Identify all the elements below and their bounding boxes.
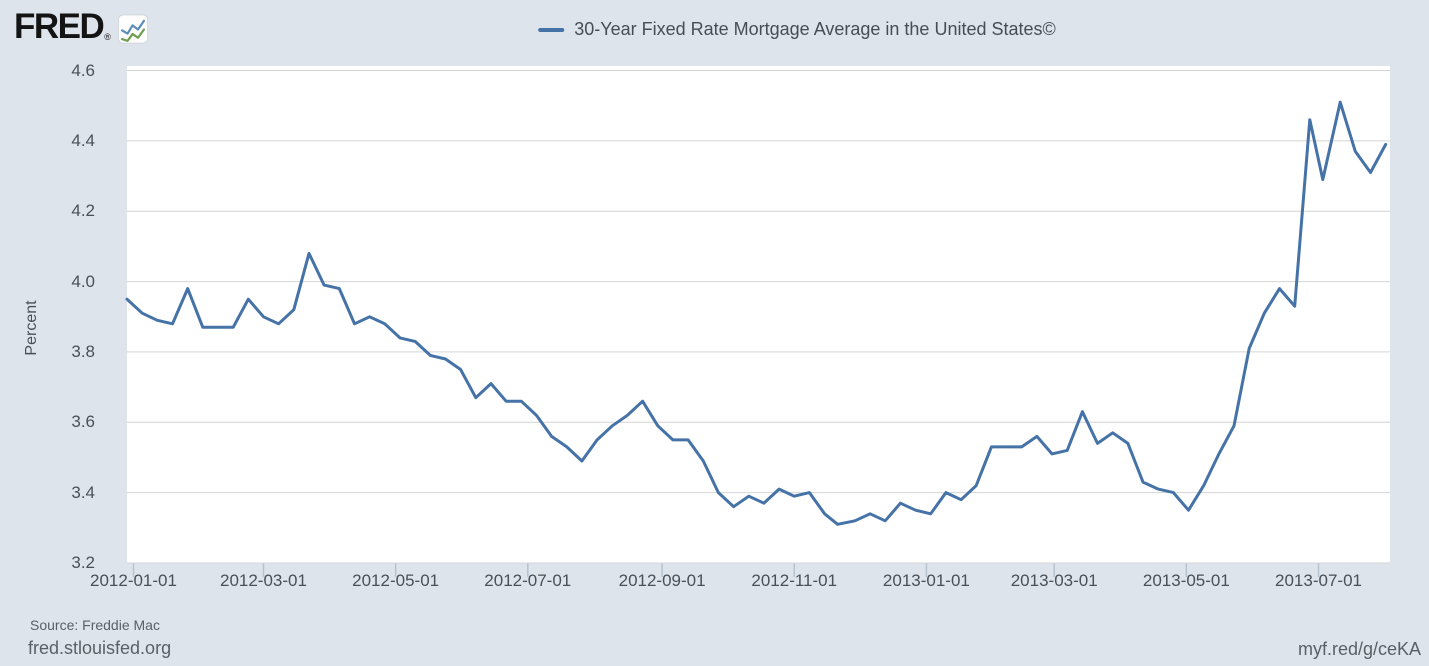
x-tick-label: 2012-09-01 [618, 571, 706, 590]
short-url-link[interactable]: myf.red/g/ceKA [1297, 639, 1421, 659]
x-tick-label: 2012-05-01 [352, 571, 440, 590]
y-tick-label: 3.6 [71, 412, 95, 432]
y-tick-label: 3.8 [71, 341, 95, 361]
y-tick-label: 4.2 [71, 201, 95, 221]
x-tick-label: 2013-05-01 [1142, 571, 1230, 590]
x-tick-label: 2013-03-01 [1010, 571, 1098, 590]
fred-sparkline-icon [117, 14, 148, 44]
x-tick-label: 2013-07-01 [1275, 571, 1362, 590]
y-tick-label: 4.6 [71, 60, 95, 80]
x-tick-label: 2012-03-01 [219, 571, 307, 590]
source-label: Source: Freddie Mac [30, 617, 160, 633]
legend-line-swatch [538, 27, 565, 32]
x-tick-label: 2012-01-01 [90, 571, 177, 590]
registered-trademark: ® [104, 32, 111, 42]
legend-series-label: 30-Year Fixed Rate Mortgage Average in t… [574, 19, 1056, 39]
y-tick-label: 3.4 [71, 482, 95, 502]
x-tick-label: 2013-01-01 [882, 571, 970, 590]
y-tick-label: 4.4 [71, 130, 95, 150]
legend: 30-Year Fixed Rate Mortgage Average in t… [538, 19, 1056, 40]
fred-logo-text: FRED [14, 7, 105, 46]
x-tick-label: 2012-11-01 [751, 571, 838, 590]
y-tick-label: 3.2 [71, 553, 95, 572]
fred-logo[interactable]: FRED ® [14, 7, 149, 46]
fred-url-link[interactable]: fred.stlouisfed.org [28, 638, 172, 658]
x-tick-label: 2012-07-01 [484, 571, 572, 590]
y-tick-label: 4.0 [71, 271, 95, 291]
